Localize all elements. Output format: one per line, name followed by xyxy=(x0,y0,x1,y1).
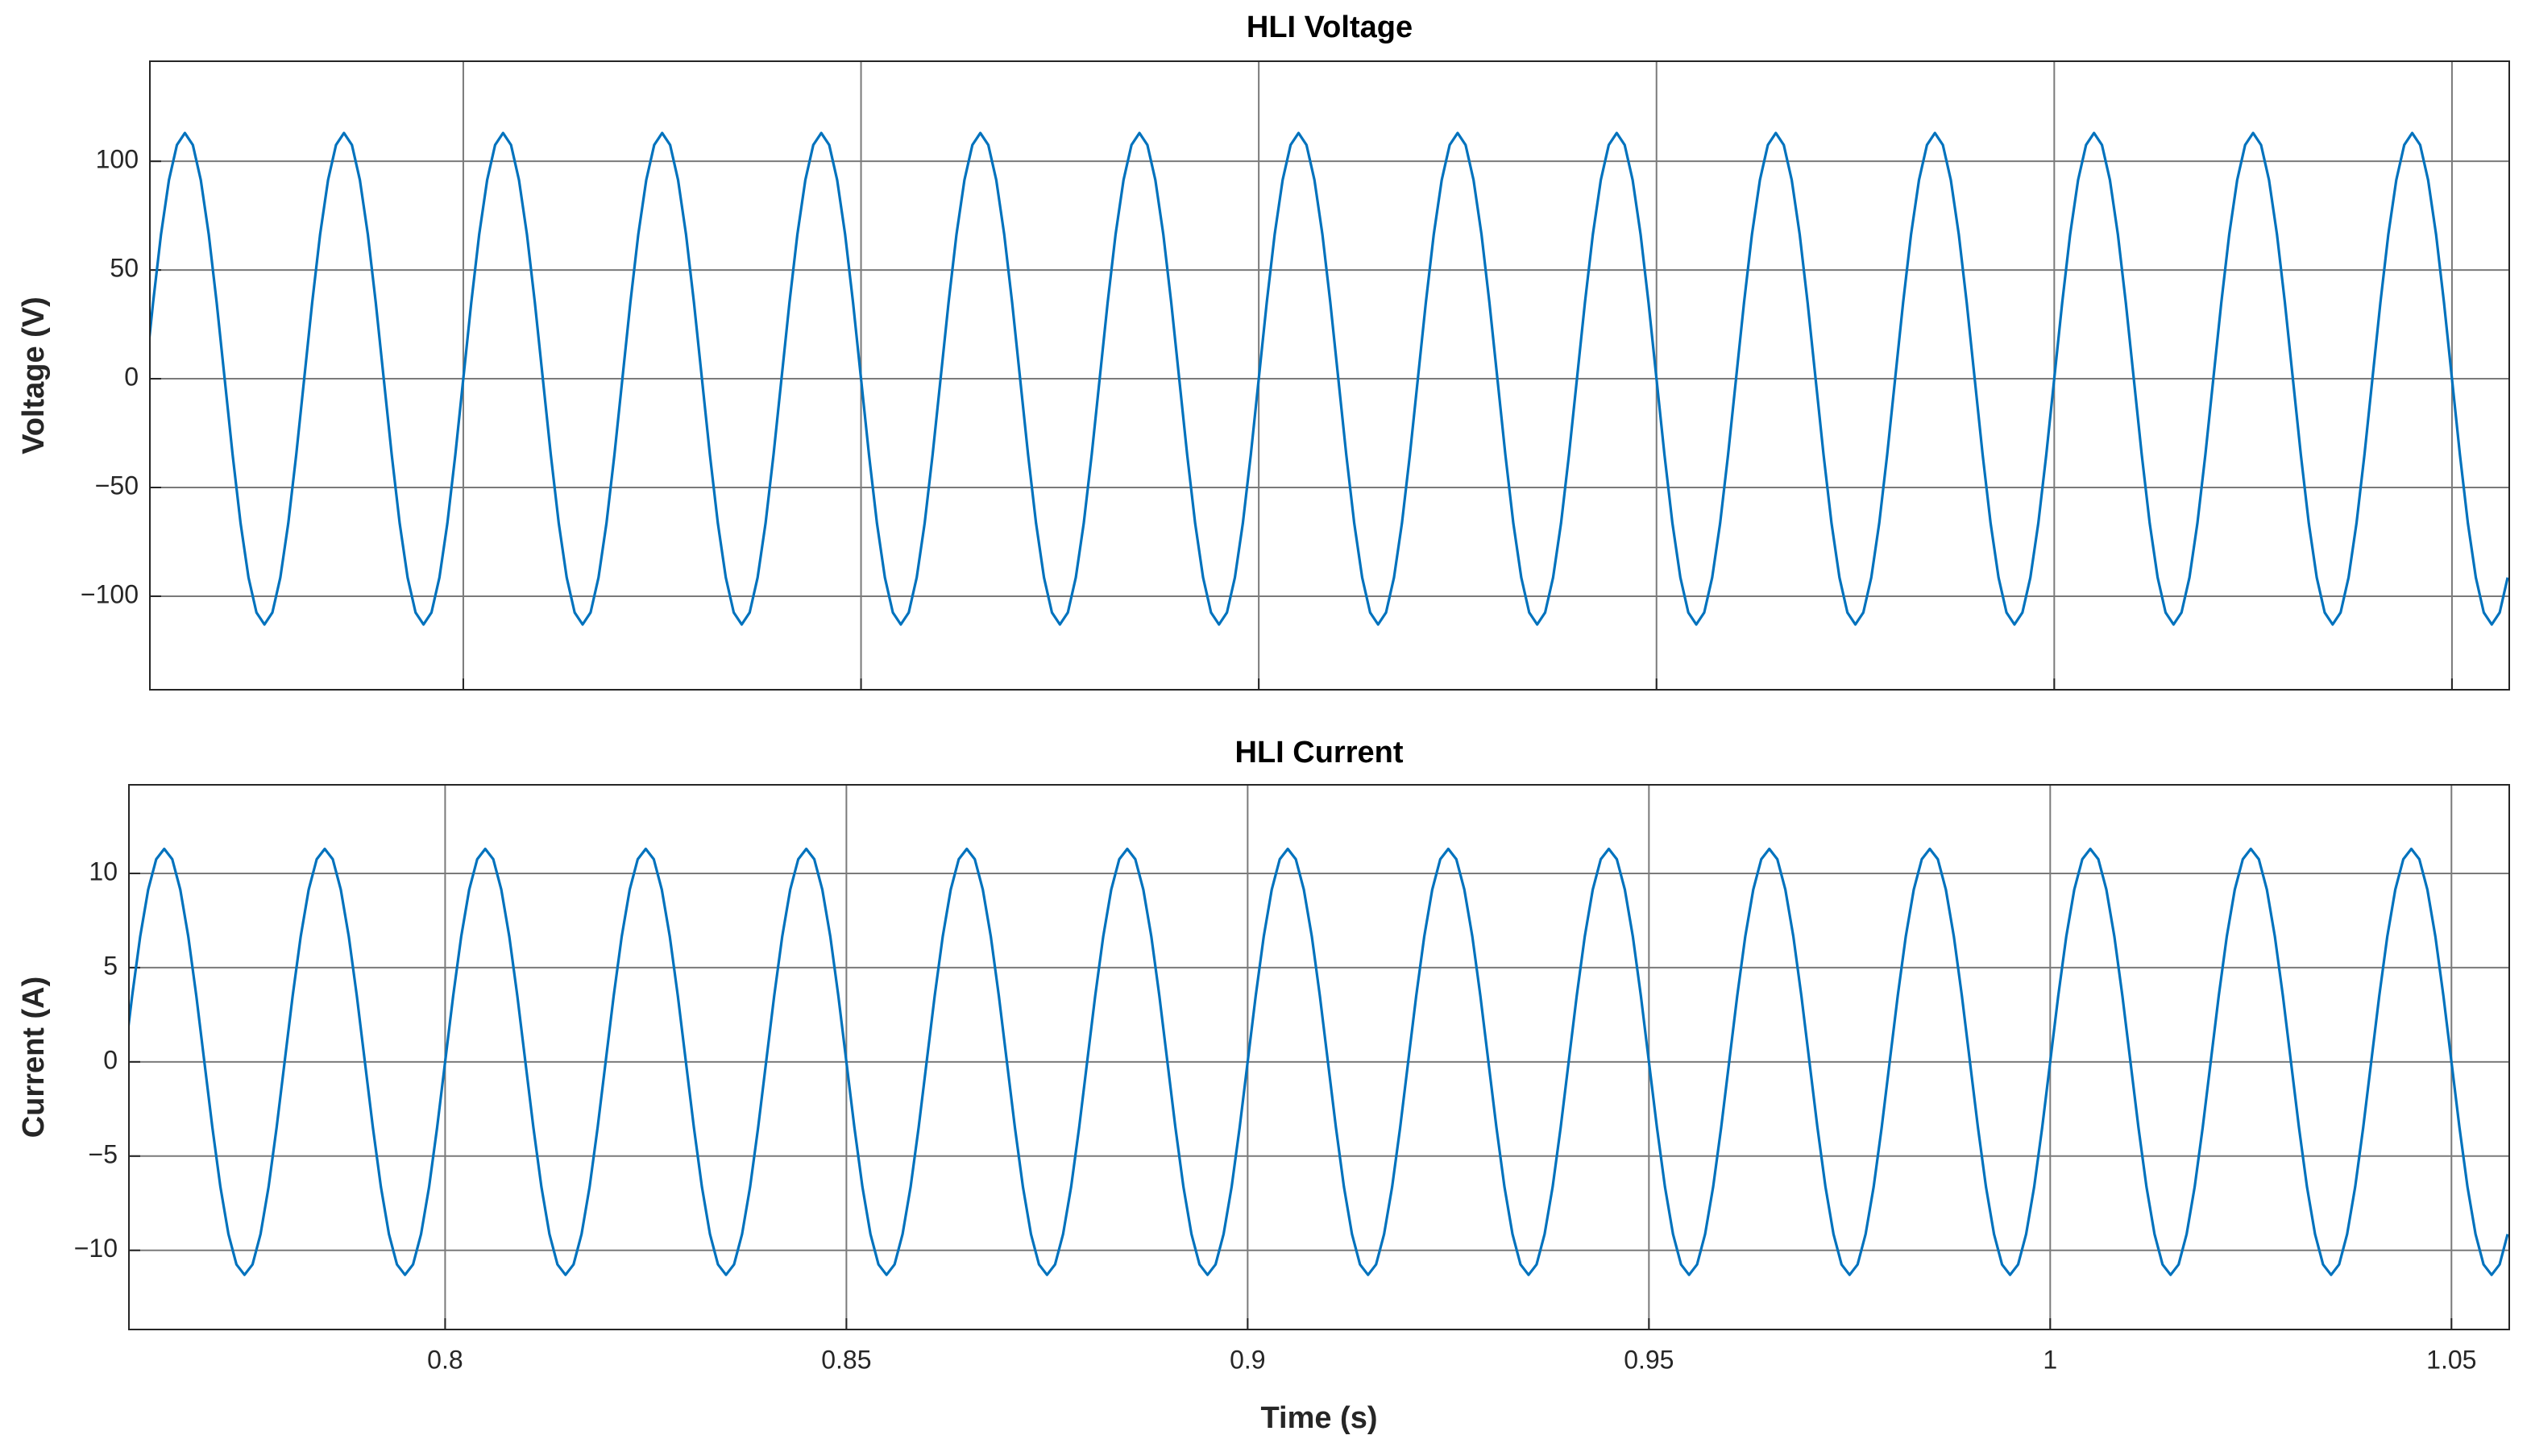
y-tick-label: −100 xyxy=(81,579,139,608)
x-tick-label: 0.9 xyxy=(1230,1345,1265,1374)
y-tick-label: 0 xyxy=(103,1045,118,1074)
chart-title: HLI Current xyxy=(1235,736,1404,769)
y-tick-label: −50 xyxy=(95,471,139,500)
y-tick-label: 10 xyxy=(89,857,118,886)
y-tick-label: −5 xyxy=(89,1139,118,1168)
y-tick-label: 5 xyxy=(103,951,118,980)
x-tick-label: 1 xyxy=(2043,1345,2057,1374)
y-tick-label: 100 xyxy=(96,145,139,174)
y-axis-label: Current (A) xyxy=(17,977,51,1139)
y-tick-label: 50 xyxy=(110,254,139,283)
x-axis-label: Time (s) xyxy=(1260,1401,1377,1435)
chart-title: HLI Voltage xyxy=(1247,10,1413,44)
x-tick-label: 1.05 xyxy=(2426,1345,2476,1374)
x-tick-label: 0.8 xyxy=(427,1345,463,1374)
axes-background xyxy=(129,785,2509,1329)
x-tick-label: 0.95 xyxy=(1624,1345,1674,1374)
y-axis-label: Voltage (V) xyxy=(17,297,51,454)
data-line xyxy=(150,131,2509,626)
axes-frame xyxy=(149,60,2510,691)
axes-frame xyxy=(128,784,2510,1330)
y-tick-label: −10 xyxy=(74,1234,118,1263)
data-line xyxy=(129,847,2509,1276)
y-tick-label: 0 xyxy=(124,363,139,392)
x-tick-label: 0.85 xyxy=(821,1345,871,1374)
